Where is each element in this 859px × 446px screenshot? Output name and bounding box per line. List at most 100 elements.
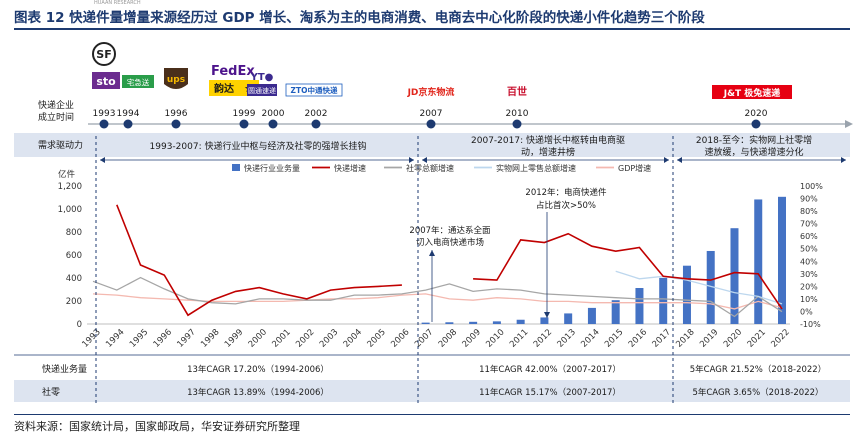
phase-span-arrowhead-left [677,157,682,163]
y-right-tick-label: 70% [800,220,818,229]
y-right-tick-label: 90% [800,195,818,204]
y-left-tick-label: 200 [66,297,82,307]
demand-phase-1: 1993-2007: 快递行业中枢与经济及社零的强增长挂钩 [150,140,367,152]
bar-express-volume-2018 [682,265,691,324]
bar-express-volume-2022 [778,196,786,324]
source-note: 资料来源：国家统计局，国家邮政局，华安证券研究所整理 [14,420,300,433]
legend-item: 快递增速 [334,163,366,173]
timeline-year-1993: 1993 [93,109,116,119]
annotation-2012-arrowhead [544,312,550,318]
timeline-axis [88,119,853,129]
logo-ups: ups [164,68,188,89]
x-tick-label-2004: 2004 [342,327,364,349]
timeline-year-2002: 2002 [305,109,328,119]
timeline-dot-1994 [123,119,133,129]
y-left-tick-label: 400 [66,274,82,284]
x-tick-label-1993: 1993 [80,327,102,349]
demand-phase-2-l1: 2007-2017: 快递增长中枢转由电商驱 [471,134,625,146]
cagr-row-2-phase-1: 13年CAGR 13.89%（1994-2006） [187,387,329,398]
annotation-2007-line2: 切入电商快递市场 [416,237,484,248]
timeline-dot-2002 [311,119,321,129]
y-right-tick-label: 0% [800,307,813,316]
figure-title: 图表 12 快递件量增量来源经历过 GDP 增长、淘系为主的电商消费、电商去中心… [14,10,705,26]
svg-text:ZTO中通快递: ZTO中通快递 [291,85,338,95]
x-tick-label-2013: 2013 [556,327,578,349]
legend-item: GDP增速 [618,163,651,173]
bar-express-volume-2021 [754,199,763,324]
timeline-label-1: 快递企业 [38,99,74,111]
svg-text:ups: ups [167,75,185,85]
x-tick-label-2007: 2007 [413,327,435,349]
x-tick-label-2014: 2014 [579,327,601,349]
line-gdp-growth [92,293,783,310]
demand-phase-2-l2: 动，增速井榜 [521,146,575,158]
bar-express-volume-2013 [564,313,573,324]
x-tick-label-2016: 2016 [627,327,649,349]
x-tick-label-2000: 2000 [247,327,269,349]
cagr-row-2-phase-2: 11年CAGR 15.17%（2007-2017） [479,387,621,398]
title-rule [14,28,850,30]
timeline-year-2020: 2020 [745,109,768,119]
bar-express-volume-2007 [421,322,430,324]
svg-text:JD京东物流: JD京东物流 [407,86,455,98]
legend-item: 社零总额增速 [406,163,454,173]
y-left-tick-label: 0 [77,320,82,330]
cagr-row-1-label: 快递业务量 [42,363,87,375]
timeline-dot-2000 [268,119,278,129]
y-right-tick-label: 100% [800,182,823,191]
bar-express-volume-2020 [730,228,739,324]
cagr-row-1-phase-1: 13年CAGR 17.20%（1994-2006） [187,364,329,375]
cagr-row-1-phase-3: 5年CAGR 21.52%（2018-2022） [690,364,826,375]
y-left-tick-label: 800 [66,228,82,238]
cagr-row-2-phase-3: 5年CAGR 3.65%（2018-2022） [692,387,823,398]
logo-jd: JD京东物流 [398,84,464,98]
phase-dividers [95,136,846,404]
cagr-row-2-label: 社零 [42,386,60,398]
x-tick-label-2012: 2012 [532,327,554,349]
logo-best: 百世 [507,85,527,98]
x-tick-label-1996: 1996 [152,327,174,349]
y-right-tick-label: 30% [800,270,818,279]
phase-span-arrowhead-right [409,157,414,163]
y-right-tick-label: 60% [800,232,818,241]
x-tick-label-1995: 1995 [128,327,150,349]
timeline-year-1994: 1994 [117,109,140,119]
x-tick-label-2002: 2002 [294,327,316,349]
x-tick-label-1999: 1999 [223,327,245,349]
bar-express-volume-2011 [516,319,525,324]
x-tick-label-2010: 2010 [484,327,506,349]
bar-express-volume-2015 [611,300,620,324]
timeline-year-labels: 1993 1994 1996 1999 2000 2002 2007 2010 2020 [93,109,768,119]
logo-zjs: 宅急送 [122,75,154,88]
line-express-growth [116,204,783,317]
bar-express-volume-2017 [659,277,668,324]
svg-text:圆通速递: 圆通速递 [248,86,276,95]
cagr-row-2-band [14,380,850,402]
logo-jt: J&T 极兔速递 [712,85,792,99]
svg-text:SF: SF [96,48,111,61]
timeline-label-2: 成立时间 [38,111,74,123]
logo-sf: SF [92,42,116,66]
cagr-row-1-phase-2: 11年CAGR 42.00%（2007-2017） [479,364,621,375]
x-tick-label-2006: 2006 [389,327,411,349]
y-right-tick-label: 10% [800,295,818,304]
demand-phase-3-l1: 2018-至今：实物网上社零增 [696,134,812,146]
x-tick-label-2009: 2009 [461,327,483,349]
x-tick-label-2015: 2015 [603,327,625,349]
y-right-tick-label: 80% [800,207,818,216]
legend-item: 实物网上零售总额增速 [496,163,576,173]
logo-zto: ZTO中通快递 [285,83,343,97]
x-tick-label-2021: 2021 [746,327,768,349]
x-tick-label-2005: 2005 [366,327,388,349]
x-tick-label-2018: 2018 [674,327,696,349]
bar-express-volume-2019 [706,250,715,324]
timeline-year-1996: 1996 [165,109,188,119]
x-tick-label-2022: 2022 [769,327,791,349]
timeline-year-2010: 2010 [506,109,529,119]
bar-express-volume-2016 [635,288,644,324]
demand-phase-3-l2: 速放缓，与快递增速分化 [704,146,803,158]
timeline-year-1999: 1999 [233,109,256,119]
header-watermark-text: HUAAN RESEARCH [94,0,141,6]
y-left-unit-label: 亿件 [58,169,76,180]
y-right-tick-label: 40% [800,257,818,266]
